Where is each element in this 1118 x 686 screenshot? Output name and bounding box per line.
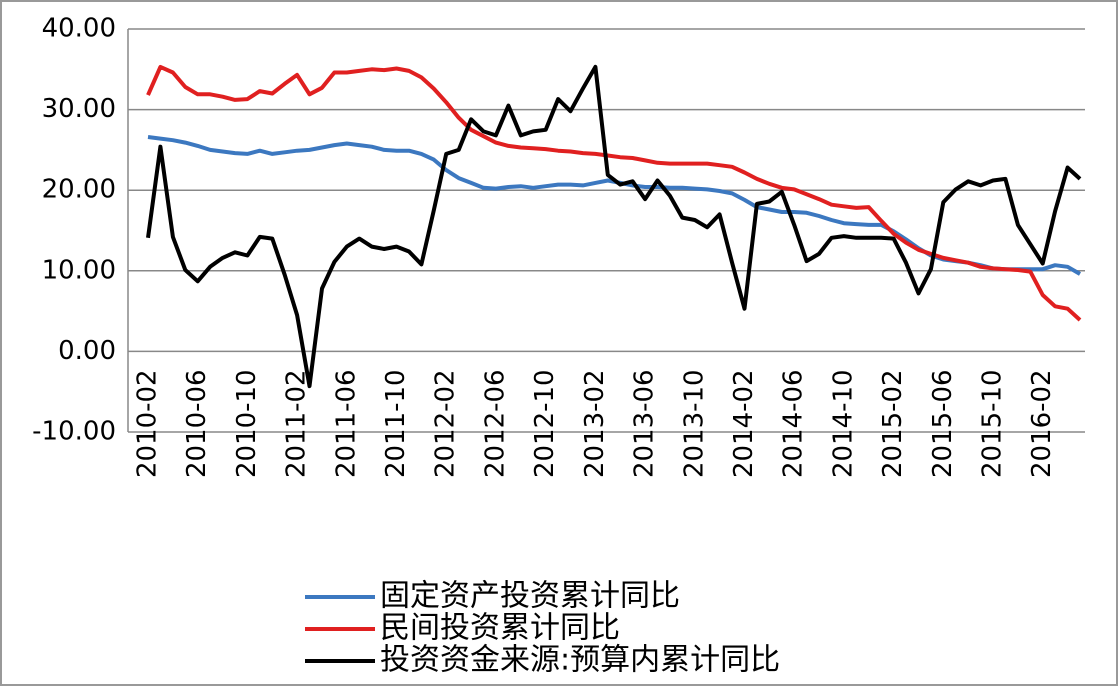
series-line (146, 64, 1082, 322)
x-tick-label: 2010-06 (182, 369, 212, 478)
y-tick-label: 40.00 (42, 14, 116, 44)
x-tick-label: 2011-06 (331, 369, 361, 478)
legend-label: 民间投资累计同比 (380, 611, 620, 646)
x-tick-label: 2014-10 (828, 369, 858, 478)
y-tick-label: -10.00 (32, 417, 116, 447)
x-tick-label: 2011-02 (282, 369, 312, 478)
y-tick-label: 0.00 (58, 336, 116, 366)
x-tick-label: 2012-02 (431, 369, 461, 478)
x-tick-label: 2015-10 (978, 369, 1008, 478)
x-tick-label: 2015-02 (878, 369, 908, 478)
x-tick-label: 2010-10 (232, 369, 262, 478)
x-tick-label: 2012-10 (530, 369, 560, 478)
legend-label: 投资资金来源:预算内累计同比 (380, 643, 780, 678)
x-tick-label: 2014-06 (779, 369, 809, 478)
legend-label: 固定资产投资累计同比 (380, 579, 680, 614)
x-tick-label: 2012-06 (480, 369, 510, 478)
y-tick-label: 20.00 (42, 175, 116, 205)
y-tick-label: 30.00 (42, 94, 116, 124)
x-tick-label: 2013-02 (580, 369, 610, 478)
x-tick-label: 2014-02 (729, 369, 759, 478)
x-tick-label: 2010-02 (133, 369, 163, 478)
x-tick-label: 2013-06 (630, 369, 660, 478)
series-line (146, 64, 1082, 389)
y-tick-label: 10.00 (42, 255, 116, 285)
x-tick-label: 2013-10 (679, 369, 709, 478)
x-tick-label: 2011-10 (381, 369, 411, 478)
x-tick-label: 2015-06 (928, 369, 958, 478)
x-tick-label: 2016-02 (1027, 369, 1057, 478)
